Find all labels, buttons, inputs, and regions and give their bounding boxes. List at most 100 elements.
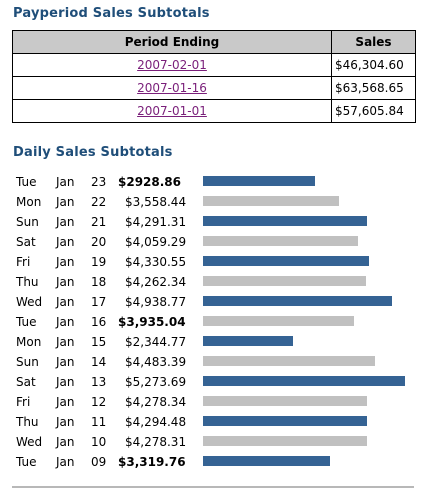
- day-of-week: Fri: [16, 395, 31, 409]
- daily-row: Mon Jan 15 $2,344.77: [0, 332, 435, 352]
- sales-bar: [203, 416, 367, 426]
- day-of-week: Thu: [16, 415, 39, 429]
- table-row: 2007-02-01 $46,304.60: [12, 53, 416, 77]
- sales-bar: [203, 396, 367, 406]
- table-row: 2007-01-01 $57,605.84: [12, 99, 416, 123]
- daily-amount: $4,483.39: [125, 355, 187, 369]
- day-number: 15: [91, 335, 107, 349]
- month-label: Jan: [56, 355, 75, 369]
- sales-bar: [203, 336, 293, 346]
- daily-row: Tue Jan 23 $2928.86: [0, 172, 435, 192]
- day-of-week: Tue: [16, 315, 37, 329]
- day-of-week: Sat: [16, 375, 36, 389]
- sales-bar: [203, 436, 367, 446]
- day-number: 22: [91, 195, 107, 209]
- day-number: 10: [91, 435, 107, 449]
- day-of-week: Sun: [16, 215, 39, 229]
- daily-amount: $4,294.48: [125, 415, 187, 429]
- month-label: Jan: [56, 195, 75, 209]
- period-cell: 2007-01-16: [12, 76, 332, 100]
- daily-row: Tue Jan 16 $3,935.04: [0, 312, 435, 332]
- day-of-week: Sun: [16, 355, 39, 369]
- sales-cell: $57,605.84: [331, 99, 416, 123]
- month-label: Jan: [56, 295, 75, 309]
- daily-row: Sat Jan 13 $5,273.69: [0, 372, 435, 392]
- sales-cell: $63,568.65: [331, 76, 416, 100]
- period-cell: 2007-01-01: [12, 99, 332, 123]
- period-link[interactable]: 2007-01-16: [137, 81, 207, 95]
- sales-bar: [203, 376, 405, 386]
- daily-sales-list: Tue Jan 23 $2928.86 Mon Jan 22 $3,558.44 Sun Jan 2…: [0, 172, 435, 472]
- daily-row: Tue Jan 09 $3,319.76: [0, 452, 435, 472]
- day-number: 11: [91, 415, 107, 429]
- period-ending-header: Period Ending: [12, 30, 332, 54]
- period-link[interactable]: 2007-02-01: [137, 58, 207, 72]
- sales-bar: [203, 216, 367, 226]
- daily-section-title: Daily Sales Subtotals: [13, 145, 173, 160]
- day-of-week: Mon: [16, 335, 42, 349]
- sales-cell: $46,304.60: [331, 53, 416, 77]
- sales-header: Sales: [331, 30, 416, 54]
- day-of-week: Wed: [16, 435, 43, 449]
- daily-amount: $4,291.31: [125, 215, 187, 229]
- day-number: 23: [91, 175, 107, 189]
- day-number: 19: [91, 255, 107, 269]
- day-number: 16: [91, 315, 107, 329]
- bottom-divider: [12, 486, 414, 488]
- daily-row: Mon Jan 22 $3,558.44: [0, 192, 435, 212]
- sales-bar: [203, 236, 358, 246]
- month-label: Jan: [56, 395, 75, 409]
- daily-row: Thu Jan 18 $4,262.34: [0, 272, 435, 292]
- daily-amount: $3,319.76: [118, 455, 186, 469]
- daily-amount: $3,558.44: [125, 195, 187, 209]
- payperiod-header-row: Period Ending Sales: [12, 30, 416, 54]
- daily-row: Wed Jan 10 $4,278.31: [0, 432, 435, 452]
- daily-amount: $4,330.55: [125, 255, 187, 269]
- daily-row: Thu Jan 11 $4,294.48: [0, 412, 435, 432]
- month-label: Jan: [56, 235, 75, 249]
- day-of-week: Mon: [16, 195, 42, 209]
- sales-bar: [203, 196, 339, 206]
- sales-bar: [203, 296, 392, 306]
- daily-row: Sat Jan 20 $4,059.29: [0, 232, 435, 252]
- daily-amount: $4,262.34: [125, 275, 187, 289]
- day-number: 18: [91, 275, 107, 289]
- daily-amount: $3,935.04: [118, 315, 186, 329]
- daily-row: Fri Jan 19 $4,330.55: [0, 252, 435, 272]
- month-label: Jan: [56, 455, 75, 469]
- daily-amount: $4,278.34: [125, 395, 187, 409]
- daily-row: Wed Jan 17 $4,938.77: [0, 292, 435, 312]
- month-label: Jan: [56, 175, 75, 189]
- daily-amount: $4,938.77: [125, 295, 187, 309]
- month-label: Jan: [56, 435, 75, 449]
- period-link[interactable]: 2007-01-01: [137, 104, 207, 118]
- daily-amount: $5,273.69: [125, 375, 187, 389]
- day-of-week: Thu: [16, 275, 39, 289]
- daily-amount: $4,278.31: [125, 435, 187, 449]
- day-number: 17: [91, 295, 107, 309]
- month-label: Jan: [56, 215, 75, 229]
- day-number: 13: [91, 375, 107, 389]
- day-of-week: Tue: [16, 175, 37, 189]
- day-of-week: Sat: [16, 235, 36, 249]
- sales-bar: [203, 176, 315, 186]
- period-cell: 2007-02-01: [12, 53, 332, 77]
- day-number: 12: [91, 395, 107, 409]
- day-number: 09: [91, 455, 107, 469]
- payperiod-table: Period Ending Sales 2007-02-01 $46,304.6…: [12, 30, 416, 123]
- month-label: Jan: [56, 375, 75, 389]
- day-number: 20: [91, 235, 107, 249]
- sales-bar: [203, 456, 330, 466]
- daily-amount: $2928.86: [118, 175, 182, 189]
- day-of-week: Fri: [16, 255, 31, 269]
- day-number: 21: [91, 215, 107, 229]
- table-row: 2007-01-16 $63,568.65: [12, 76, 416, 100]
- daily-amount: $4,059.29: [125, 235, 187, 249]
- daily-row: Sun Jan 14 $4,483.39: [0, 352, 435, 372]
- daily-amount: $2,344.77: [125, 335, 187, 349]
- sales-bar: [203, 256, 369, 266]
- sales-bar: [203, 276, 366, 286]
- sales-bar: [203, 316, 354, 326]
- day-of-week: Tue: [16, 455, 37, 469]
